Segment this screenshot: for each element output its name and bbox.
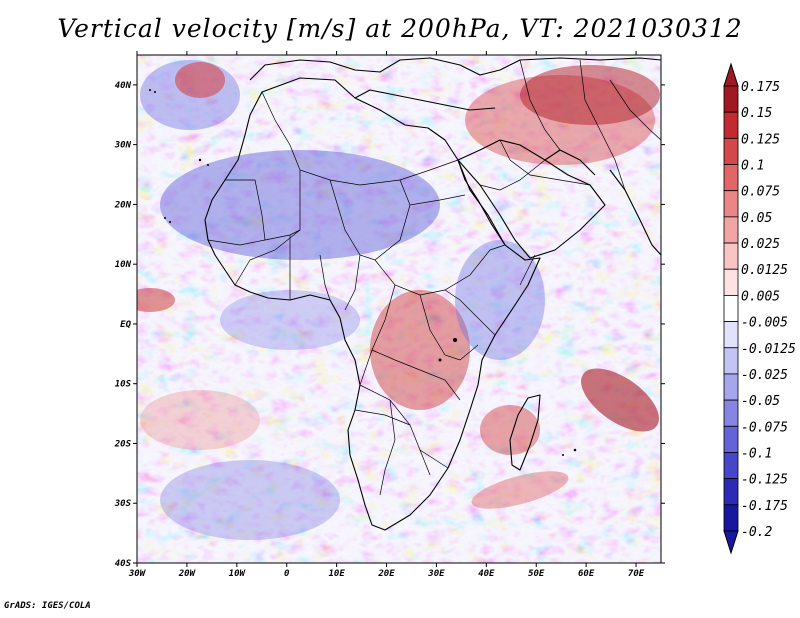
blue-zone-south-atlantic <box>160 460 340 540</box>
colorbar-label: 0.075 <box>741 185 780 200</box>
lon-tick-label: 30W <box>128 569 147 579</box>
colorbar-swatch <box>723 216 739 244</box>
colorbar-swatch <box>723 268 739 296</box>
red-zone-south-ocean <box>471 471 569 509</box>
colorbar-swatch <box>723 425 739 453</box>
colorbar-label: -0.05 <box>741 394 780 409</box>
red-sea <box>457 159 506 246</box>
lon-tick-label: 20E <box>377 569 395 579</box>
blue-zone-east-africa <box>455 240 545 360</box>
colorbar-label: 0.1 <box>741 159 764 174</box>
lon-tick-label: 10E <box>328 569 345 579</box>
colorbar-min-arrow <box>723 530 739 555</box>
colorbar-swatch <box>723 111 739 139</box>
colorbar-label: -0.0125 <box>741 342 796 357</box>
red-zone-atlantic-south <box>140 390 260 450</box>
colorbar-max-arrow <box>723 62 739 87</box>
lon-tick-label: 0 <box>284 569 290 579</box>
europe-coastline <box>249 57 661 81</box>
lon-tick-label: 50E <box>528 569 545 579</box>
colorbar-label: 0.175 <box>741 80 780 95</box>
colorbar-swatch <box>723 85 739 113</box>
colorbar-swatch <box>723 190 739 218</box>
latitude-axis: 40N 30N 20N 10N EQ 10S 20S 30S 40S <box>114 81 665 569</box>
colorbar-swatch <box>723 452 739 480</box>
lon-tick-label: 30E <box>427 569 445 579</box>
lon-tick-label: 10W <box>229 569 247 579</box>
colorbar-label: 0.025 <box>741 237 780 252</box>
lon-tick-label: 60E <box>578 569 595 579</box>
islands <box>149 89 577 456</box>
grads-credit: GrADS: IGES/COLA <box>4 601 91 611</box>
coastlines <box>204 57 661 531</box>
colorbar-swatch <box>723 164 739 192</box>
lat-tick-label: 10N <box>115 260 132 270</box>
country-borders <box>207 59 661 496</box>
chart-title: Vertical velocity [m/s] at 200hPa, VT: 2… <box>57 14 743 43</box>
colorbar-label: -0.175 <box>741 499 788 514</box>
lat-tick-label: EQ <box>120 320 131 330</box>
velocity-field <box>137 55 661 563</box>
colorbar-label: -0.075 <box>741 420 788 435</box>
lat-tick-label: 20S <box>114 439 132 449</box>
colorbar-swatch <box>723 347 739 375</box>
lat-tick-label: 40N <box>115 81 132 91</box>
arabia-coastline <box>457 139 606 259</box>
india-coastline <box>609 169 661 256</box>
colorbar-swatch <box>723 321 739 349</box>
red-zone-nw-atlantic <box>175 62 225 98</box>
red-zone-indian-ocean <box>581 368 659 432</box>
longitude-axis: 30W 20W 10W 0 10E 20E 30E 40E 50E 60E 70E <box>128 51 645 579</box>
madagascar-coastline <box>509 394 541 471</box>
blue-zone-gulf-guinea <box>220 290 360 350</box>
colorbar-label: -0.125 <box>741 473 788 488</box>
persian-gulf <box>544 149 596 176</box>
colorbar-swatch <box>723 399 739 427</box>
colorbar-swatch <box>723 504 739 532</box>
colorbar-swatch <box>723 295 739 322</box>
lon-tick-label: 70E <box>628 569 645 579</box>
red-zone-congo <box>370 290 470 410</box>
colorbar-swatch <box>723 137 739 165</box>
colorbar-swatch <box>723 242 739 270</box>
lat-tick-label: 20N <box>114 200 132 210</box>
colorbar-label: 0.05 <box>741 211 772 226</box>
colorbar-label: 0.005 <box>741 289 780 304</box>
map-frame <box>136 54 662 564</box>
colorbar-swatch <box>723 373 739 401</box>
lon-tick-label: 20W <box>178 569 197 579</box>
red-zone-atlantic-eq <box>137 288 175 312</box>
mediterranean-shore <box>354 89 496 111</box>
red-zone-iran <box>520 65 660 125</box>
colorbar-label: -0.2 <box>741 525 772 540</box>
colorbar-label: -0.025 <box>741 368 788 383</box>
colorbar: 0.175 0.15 0.125 0.1 0.075 0.05 0.025 0.0125 0.0… <box>723 62 796 555</box>
colorbar-label: 0.0125 <box>741 263 788 278</box>
red-zone-madagascar <box>480 405 540 455</box>
lat-tick-label: 30S <box>114 499 132 509</box>
colorbar-label: 0.15 <box>741 106 772 121</box>
colorbar-label: 0.125 <box>741 132 780 147</box>
colorbar-label: -0.005 <box>741 316 788 331</box>
colorbar-swatch <box>723 478 739 506</box>
lat-tick-label: 30N <box>114 141 132 151</box>
colorbar-label: -0.1 <box>741 446 772 461</box>
lat-tick-label: 10S <box>115 380 132 390</box>
lat-tick-label: 40S <box>115 559 132 569</box>
lon-tick-label: 40E <box>478 569 495 579</box>
